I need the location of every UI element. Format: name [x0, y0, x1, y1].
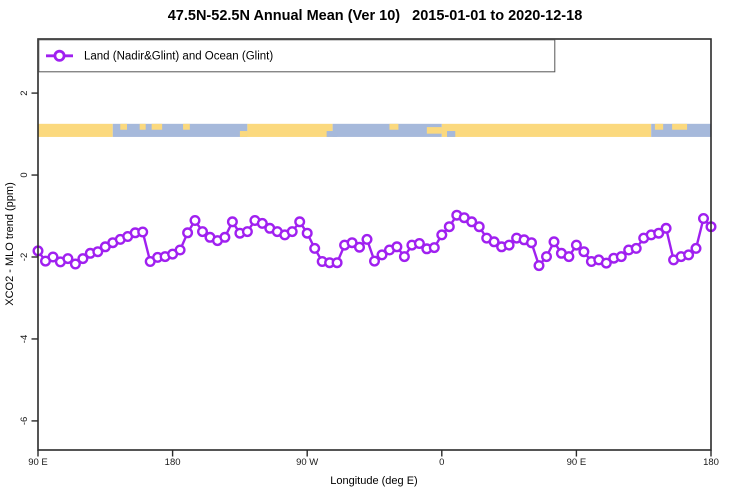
series-marker [92, 246, 104, 258]
series-marker [533, 260, 545, 272]
series-marker [47, 251, 59, 263]
legend: Land (Nadir&Glint) and Ocean (Glint) [38, 39, 556, 73]
series-marker [473, 221, 485, 233]
y-tick-label: 2 [19, 90, 30, 95]
series-marker [369, 255, 381, 267]
series-marker [548, 236, 560, 248]
series-marker [174, 244, 186, 256]
band-segment-ocean [112, 123, 248, 137]
series-marker [488, 236, 500, 248]
series-marker [503, 239, 515, 251]
x-axis-title: Longitude (deg E) [330, 475, 417, 487]
x-tick-label: 180 [703, 457, 719, 468]
band-segment-land [441, 123, 652, 137]
series-marker [219, 231, 231, 243]
band-speckle-land [120, 123, 127, 130]
series-marker [361, 233, 373, 245]
y-axis-ticks: 2 0 -2 -4 -6 [19, 90, 38, 425]
band-speckle-land [672, 123, 688, 130]
series-marker [309, 242, 321, 254]
plot-border [37, 38, 712, 451]
series-marker [196, 226, 208, 238]
series-marker [600, 257, 612, 269]
series-marker [541, 251, 553, 263]
band-speckle-ocean [326, 131, 338, 137]
band-speckle-land [239, 131, 248, 137]
series-marker [354, 241, 366, 253]
series-marker [443, 221, 455, 233]
series-marker [189, 214, 201, 226]
series-marker [62, 253, 74, 265]
series-marker [683, 249, 695, 261]
legend-label: Land (Nadir&Glint) and Ocean (Glint) [84, 51, 273, 63]
y-axis-title: XCO2 - MLO trend (ppm) [4, 182, 16, 305]
legend-marker-icon [53, 49, 66, 62]
band-speckle-ocean [447, 131, 456, 137]
series-marker [256, 217, 268, 229]
series-marker [466, 216, 478, 228]
series-marker [69, 258, 81, 270]
legend-box [38, 39, 556, 73]
band-speckle-land [183, 123, 190, 130]
x-tick-label: 0 [439, 457, 444, 468]
series-marker [137, 226, 149, 238]
series-marker [398, 251, 410, 263]
series-marker [615, 251, 627, 263]
series-marker [391, 241, 403, 253]
band-speckle-land [654, 123, 664, 130]
page-title: 47.5N-52.5N Annual Mean (Ver 10) 2015-01… [167, 8, 583, 24]
band-segment-land [247, 123, 333, 137]
series-marker [286, 226, 298, 238]
x-tick-label: 90 E [28, 457, 48, 468]
series-marker [428, 242, 440, 254]
series-marker [653, 227, 665, 239]
data-series [32, 209, 717, 272]
band-segment-ocean [332, 123, 442, 137]
band-speckle-land [389, 123, 399, 130]
band-segment-land [38, 123, 113, 137]
series-marker [578, 246, 590, 258]
x-tick-label: 180 [165, 457, 181, 468]
series-marker [376, 249, 388, 261]
series-marker [241, 226, 253, 238]
series-marker [698, 212, 710, 224]
y-tick-label: -6 [19, 417, 30, 425]
series-marker [630, 242, 642, 254]
series-marker [563, 251, 575, 263]
series-marker [226, 216, 238, 228]
band-speckle-land [151, 123, 163, 130]
band-speckle-land [139, 123, 146, 130]
band-speckle-land [426, 127, 442, 134]
band-segment-ocean [651, 123, 711, 137]
series-marker [690, 242, 702, 254]
series-marker [294, 216, 306, 228]
x-tick-label: 90 E [567, 457, 587, 468]
y-tick-label: 0 [19, 172, 30, 177]
series-marker [331, 257, 343, 269]
series-marker [436, 229, 448, 241]
series-marker [570, 239, 582, 251]
y-tick-label: -4 [19, 335, 30, 343]
series-marker [182, 227, 194, 239]
series-marker [77, 253, 89, 265]
x-tick-label: 90 W [296, 457, 318, 468]
x-axis-ticks: 90 E 180 90 W 0 90 E 180 [28, 450, 719, 468]
series-marker [660, 222, 672, 234]
series-marker [301, 227, 313, 239]
y-tick-label: -2 [19, 253, 30, 261]
series-marker [413, 237, 425, 249]
surface-type-band [38, 123, 711, 137]
series-marker [526, 237, 538, 249]
